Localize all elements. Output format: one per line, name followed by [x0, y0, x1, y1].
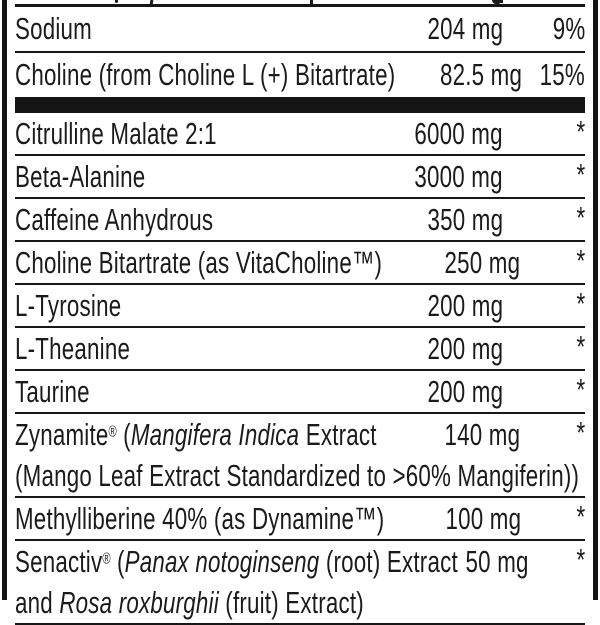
ingredient-name-text: L-Tyrosine: [15, 287, 122, 323]
section-divider-bar: [15, 97, 585, 113]
ingredient-name-text: (Mango Leaf Extract Standardized to >60%…: [15, 457, 580, 493]
ingredient-name-text: Zynamite: [15, 416, 109, 452]
ingredient-name-text: Sodium: [15, 11, 92, 46]
ingredient-row: Methylliberine 40% (as Dynamine™) 100 mg *: [15, 498, 585, 541]
ingredient-amount: 3000 mg: [414, 158, 503, 194]
ingredient-row: L-Theanine 200 mg *: [15, 328, 585, 371]
ingredient-name-text: Panax notoginseng: [124, 543, 320, 579]
ingredient-name-text: Caffeine Anhydrous: [15, 201, 214, 237]
ingredient-name-text: Beta-Alanine: [15, 158, 146, 194]
ingredient-amount: 100 mg: [445, 500, 521, 536]
ingredient-amount: 200 mg: [427, 373, 503, 409]
ingredient-name-continuation: and Rosa roxburghii (fruit) Extract): [15, 582, 585, 623]
daily-value: *: [576, 499, 585, 534]
ingredient-name-text: Choline (from Choline L (+) Bitartrate): [15, 57, 396, 92]
clipped-glyph-fragment: [310, 0, 313, 5]
daily-value: *: [576, 372, 585, 407]
trademark-symbol: ®: [102, 549, 111, 567]
ingredient-name-text: Rosa roxburghii: [59, 584, 219, 620]
ingredient-name: Zynamite® (Mangifera Indica Extract: [15, 417, 415, 453]
facts-rows: Sodium 204 mg 9% Choline (from Choline L (+…: [15, 4, 585, 625]
ingredient-name-text: (fruit) Extract): [218, 584, 364, 620]
ingredient-name: Taurine: [15, 374, 398, 410]
ingredient-row: Beta-Alanine 3000 mg *: [15, 156, 585, 199]
ingredient-name: Beta-Alanine: [15, 159, 380, 195]
daily-value: 9%: [552, 11, 585, 46]
daily-value: *: [576, 329, 585, 364]
ingredient-name: Citrulline Malate 2:1: [15, 116, 380, 152]
ingredient-name: L-Theanine: [15, 331, 398, 367]
daily-value: *: [576, 243, 585, 278]
ingredient-name-text: (: [110, 543, 125, 579]
ingredient-name: Choline (from Choline L (+) Bitartrate): [15, 57, 408, 93]
ingredient-name-text: and: [15, 584, 60, 620]
ingredient-name: Choline Bitartrate (as VitaCholine™): [15, 245, 415, 281]
ingredient-row: Taurine 200 mg *: [15, 371, 585, 414]
ingredient-amount: 6000 mg: [414, 115, 503, 151]
ingredient-name-text: Choline Bitartrate (as VitaCholine™): [15, 244, 383, 280]
ingredient-amount: 200 mg: [427, 287, 503, 323]
ingredient-name: Sodium: [15, 11, 398, 47]
ingredient-row: Choline (from Choline L (+) Bitartrate) 8…: [15, 53, 585, 97]
clipped-glyph-fragment: [492, 0, 502, 4]
daily-value: 15%: [539, 57, 585, 92]
ingredient-amount: 250 mg: [444, 244, 521, 280]
ingredient-row: Citrulline Malate 2:1 6000 mg *: [15, 113, 585, 156]
ingredient-name-text: Taurine: [15, 373, 90, 409]
trademark-symbol: ®: [108, 422, 117, 440]
ingredient-name-text: Extract: [299, 416, 377, 452]
ingredient-name-text: Mangifera Indica: [130, 416, 300, 452]
daily-value: *: [576, 114, 585, 149]
ingredient-amount: 200 mg: [427, 330, 503, 366]
daily-value: *: [576, 286, 585, 321]
clipped-row-remnant: [15, 0, 585, 6]
ingredient-row: L-Tyrosine 200 mg *: [15, 285, 585, 328]
clipped-glyph-fragment: [115, 0, 118, 3]
ingredient-name-continuation: (Mango Leaf Extract Standardized to >60%…: [15, 455, 585, 496]
ingredient-row: Caffeine Anhydrous 350 mg *: [15, 199, 585, 242]
ingredient-row: Choline Bitartrate (as VitaCholine™) 250 …: [15, 242, 585, 285]
ingredient-row: Senactiv® (Panax notoginseng (root) Extr…: [15, 541, 585, 625]
daily-value: *: [576, 542, 585, 577]
ingredient-name-text: Methylliberine 40% (as Dynamine™): [15, 500, 385, 536]
ingredient-name-text: Senactiv: [15, 543, 103, 579]
ingredient-name-text: L-Theanine: [15, 330, 131, 366]
ingredient-amount: 204 mg: [427, 11, 503, 46]
ingredient-row: Zynamite® (Mangifera Indica Extract 140 m…: [15, 414, 585, 498]
ingredient-name: Senactiv® (Panax notoginseng (root) Extr…: [15, 543, 458, 580]
ingredient-row: Sodium 204 mg 9%: [15, 7, 585, 53]
ingredient-name-text: (root) Extract: [319, 543, 458, 579]
ingredient-name: Caffeine Anhydrous: [15, 202, 398, 238]
ingredient-name: L-Tyrosine: [15, 288, 398, 324]
daily-value: *: [576, 200, 585, 235]
daily-value: *: [576, 157, 585, 192]
ingredient-name: Methylliberine 40% (as Dynamine™): [15, 501, 416, 537]
ingredient-amount: 82.5 mg: [439, 57, 523, 92]
ingredient-amount: 50 mg: [465, 543, 529, 579]
ingredient-amount: 350 mg: [427, 201, 503, 237]
ingredient-amount: 140 mg: [444, 416, 520, 452]
ingredient-name-text: Citrulline Malate 2:1: [15, 115, 217, 151]
ingredient-name-text: (: [116, 416, 131, 452]
clipped-glyph-fragment: [501, 0, 503, 3]
daily-value: *: [576, 415, 585, 450]
